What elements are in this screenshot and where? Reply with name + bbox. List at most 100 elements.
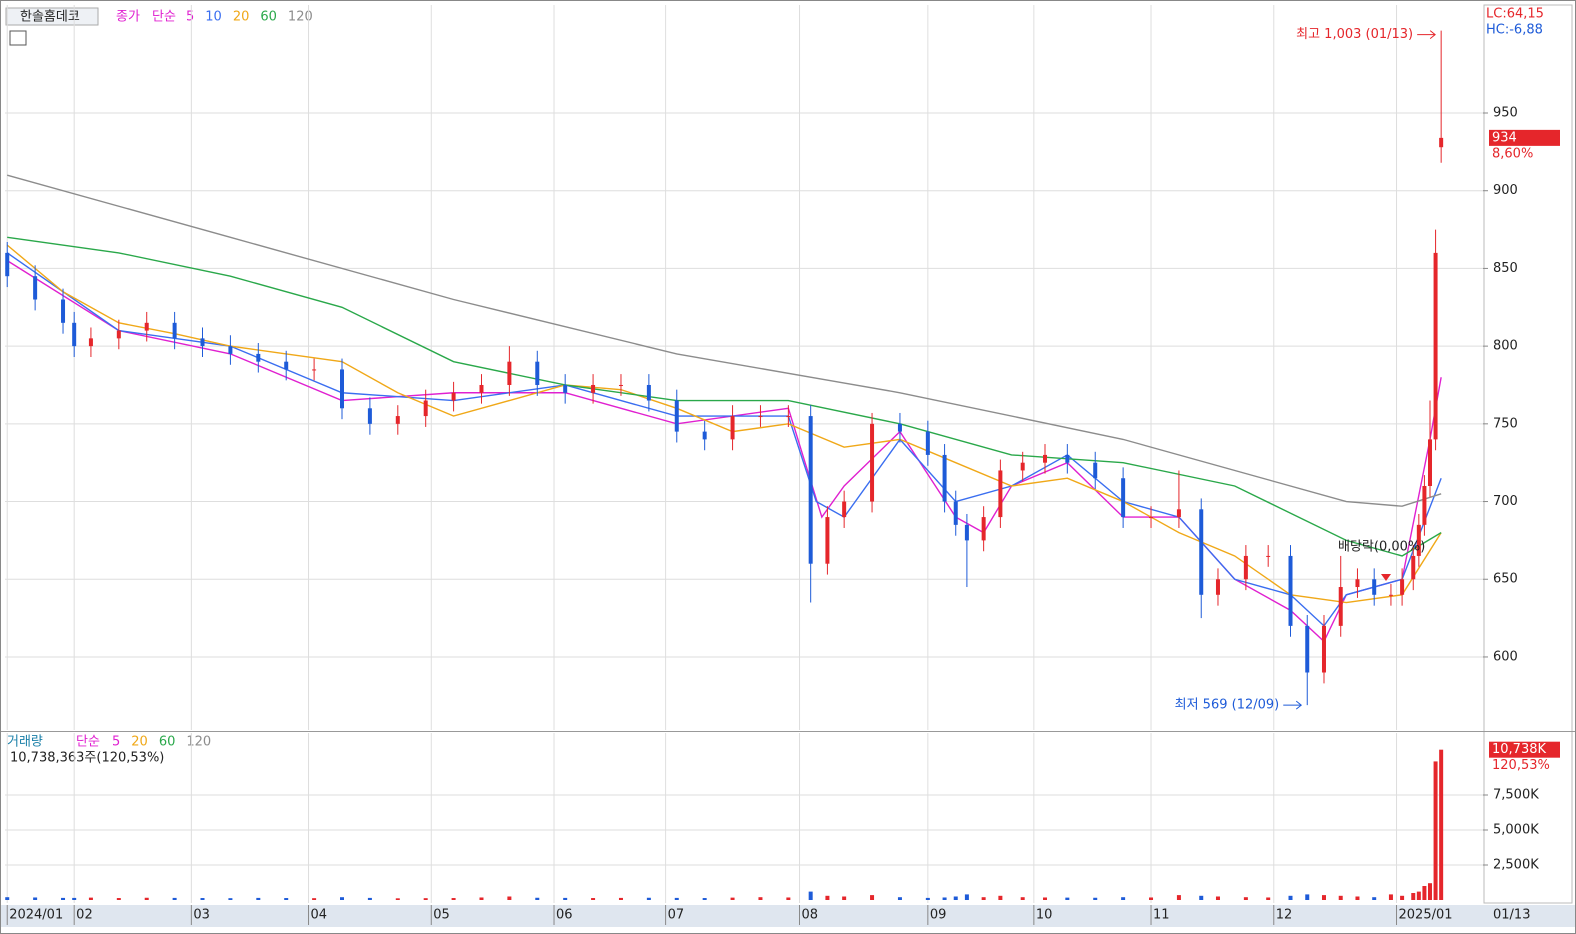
candle-body [618, 384, 623, 386]
x-tick-label: 12 [1276, 908, 1293, 923]
candle-body [953, 501, 958, 525]
volume-bar [1199, 895, 1204, 900]
candle-body [1400, 579, 1405, 595]
volume-bar [451, 898, 456, 900]
candle-body [1411, 555, 1416, 580]
legend-entry: 5 [186, 10, 194, 25]
candle-body [535, 361, 540, 385]
candle-body [1176, 509, 1181, 518]
y-tick-label: 950 [1493, 106, 1518, 121]
candle-body [1266, 555, 1271, 557]
volume-bar [591, 898, 596, 900]
volume-bar [367, 897, 372, 900]
volume-bar [1321, 895, 1326, 900]
last-price: 934 [1492, 130, 1517, 145]
candle-body [423, 400, 428, 417]
candle-body [786, 416, 791, 418]
last-volume-change: 120,53% [1492, 758, 1550, 773]
volume-bar [981, 897, 986, 900]
candle-body [563, 384, 568, 393]
candle-body [1372, 579, 1377, 595]
volume-title: 거래량 [7, 735, 43, 750]
volume-bar [1416, 891, 1421, 900]
volume-bar [395, 898, 400, 900]
candle-body [1215, 579, 1220, 595]
candle-body [1121, 478, 1126, 518]
candle-body [172, 322, 177, 339]
candle-body [758, 416, 763, 418]
volume-bar [423, 898, 428, 900]
volume-bar [1215, 896, 1220, 900]
volume-bar [33, 897, 38, 900]
table-icon[interactable] [9, 30, 27, 46]
volume-bar [1439, 749, 1444, 900]
volume-bar [702, 898, 707, 900]
volume-bar [1020, 897, 1025, 900]
volume-bar [72, 897, 77, 900]
x-tick-label: 09 [930, 908, 947, 923]
candle-body [312, 369, 317, 371]
candle-body [5, 252, 10, 277]
volume-bar [953, 896, 958, 900]
candle-body [367, 408, 372, 424]
volume-bar [842, 896, 847, 900]
volume-bar [1149, 897, 1154, 900]
candle-body [144, 322, 149, 331]
volume-legend-entry: 60 [159, 735, 176, 750]
volume-bar [535, 897, 540, 900]
candle-body [1338, 587, 1343, 626]
x-tick-label: 07 [668, 908, 685, 923]
lc-label: LC:64,15 [1486, 7, 1544, 22]
moving-average [7, 174, 1442, 507]
x-tick-label: 2025/01 [1399, 908, 1453, 923]
volume-bar [116, 898, 121, 900]
candle-body [72, 322, 77, 347]
volume-bar [897, 897, 902, 900]
candle-body [1433, 252, 1438, 440]
volume-bar [1433, 761, 1438, 900]
volume-legend-entry: 20 [131, 735, 148, 750]
stock-name-box[interactable] [5, 7, 99, 26]
volume-bar [1043, 897, 1048, 900]
candle-body [1427, 439, 1432, 487]
candle-body [1388, 594, 1393, 596]
candle-body [61, 299, 66, 323]
volume-bar [144, 897, 149, 900]
volume-bar [998, 895, 1003, 900]
volume-bar [1121, 897, 1126, 900]
candle-body [646, 384, 651, 401]
candle-body [284, 361, 289, 370]
candle-body [1065, 454, 1070, 463]
candle-body [1243, 555, 1248, 580]
volume-legend-entry: 120 [186, 735, 211, 750]
y-tick-label: 700 [1493, 494, 1518, 509]
x-axis-strip [1, 905, 1575, 927]
volume-bar [1266, 897, 1271, 900]
volume-bar [1372, 897, 1377, 900]
volume-bar [1422, 886, 1427, 900]
candle-body [507, 361, 512, 385]
candle-body [33, 276, 38, 300]
volume-bar [312, 898, 317, 900]
last-volume-box [1489, 741, 1560, 758]
volume-bar [1355, 896, 1360, 900]
x-tick-label: 10 [1036, 908, 1053, 923]
candle-body [870, 423, 875, 502]
candle-body [451, 392, 456, 401]
candle-body [942, 454, 947, 502]
volume-bar [870, 895, 875, 900]
volume-bar [284, 898, 289, 900]
candle-body [897, 423, 902, 432]
volume-bar [61, 897, 66, 900]
volume-bar [1338, 895, 1343, 900]
y-tick-label: 800 [1493, 339, 1518, 354]
volume-bar [786, 897, 791, 900]
volume-bar [646, 897, 651, 900]
volume-bar [1427, 883, 1432, 900]
candle-body [1355, 579, 1360, 588]
x-tick-label: 11 [1153, 908, 1170, 923]
stock-name[interactable]: 한솔홈데코 [20, 10, 80, 25]
dividend-marker [1381, 574, 1391, 581]
